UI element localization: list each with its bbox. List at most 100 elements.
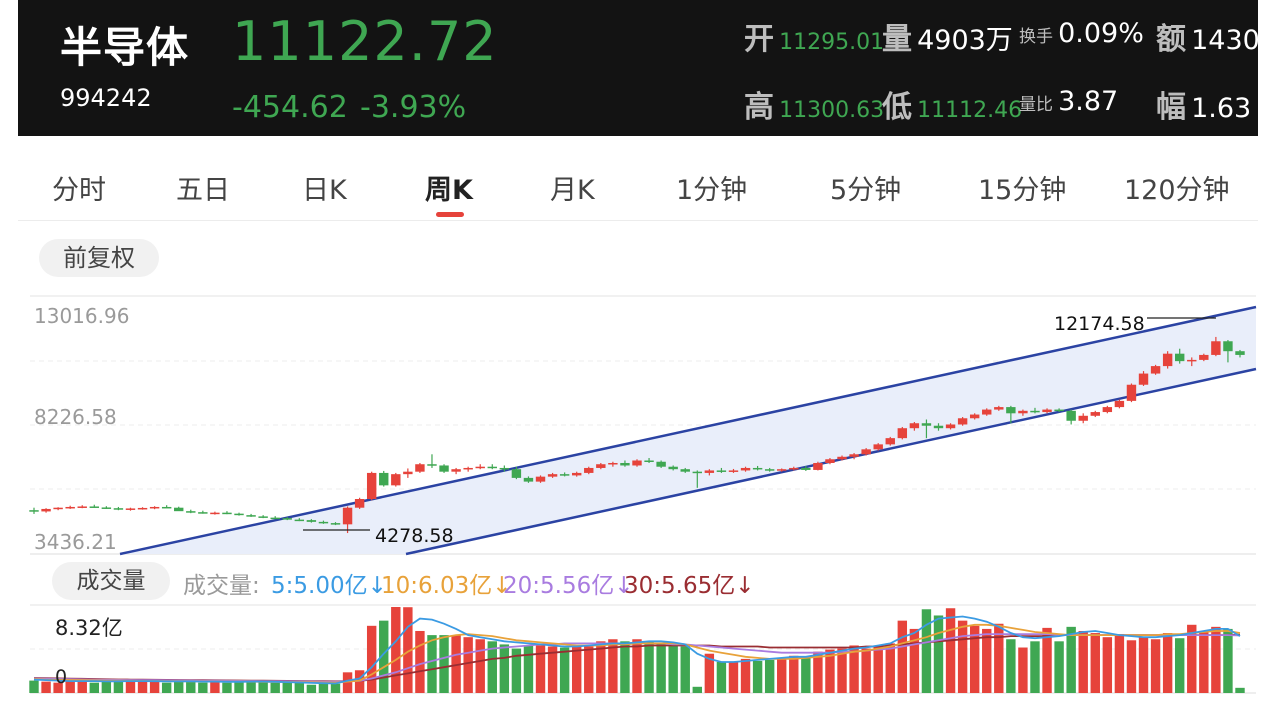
candle (1174, 348, 1185, 364)
y-axis-top-label: 13016.96 (34, 304, 130, 328)
volume-bar (547, 646, 558, 693)
candle-body (596, 464, 606, 468)
stat-volume: 量 4903万 (882, 14, 1013, 58)
candle (849, 453, 859, 460)
volume-indicator-toggle[interactable]: 成交量 (52, 562, 170, 600)
volume-bar (125, 679, 136, 693)
volume-bar (487, 641, 497, 693)
candle (644, 458, 654, 463)
tab-1min[interactable]: 1分钟 (676, 175, 748, 206)
candle (149, 506, 160, 510)
volume-bar (1090, 633, 1100, 693)
candle (101, 506, 112, 509)
candle-body (957, 418, 968, 425)
candle (728, 468, 739, 473)
candle (77, 505, 87, 509)
candle (174, 506, 184, 512)
candle (463, 466, 473, 472)
volume-bar (210, 681, 220, 693)
candle (258, 515, 268, 519)
candle (125, 507, 136, 511)
amplitude-value: 1.63 (1191, 93, 1252, 124)
volume-bar (523, 645, 534, 693)
tab-daily-k[interactable]: 日K (302, 175, 347, 206)
candle (1054, 408, 1064, 413)
candle (294, 518, 305, 522)
vol-ratio-label: 量比 (1019, 95, 1053, 115)
volume-bar (680, 646, 690, 693)
candle-body (559, 474, 570, 476)
candle (764, 467, 775, 472)
candle-body (451, 469, 461, 472)
tab-weekly-k[interactable]: 周K (425, 175, 473, 206)
volume-bar (161, 682, 172, 693)
volume-bar (644, 641, 654, 693)
candle (837, 455, 847, 461)
candle (994, 405, 1004, 411)
candle (909, 421, 920, 431)
candle-body (680, 469, 690, 472)
candle-body (499, 467, 510, 470)
ma5-line (33, 615, 1241, 685)
candle-body (366, 472, 377, 500)
candle (861, 448, 871, 456)
volume-bars (29, 607, 1245, 693)
frame-left (0, 0, 18, 725)
volume-bar (982, 628, 992, 693)
volume-bar (415, 630, 425, 693)
period-tabs: 分时 五日 日K 周K 月K 1分钟 5分钟 15分钟 120分钟 ⌄ (18, 150, 1274, 221)
candle (1042, 408, 1052, 414)
candle-body (704, 470, 715, 473)
candle-body (294, 519, 305, 522)
candle (415, 462, 425, 473)
last-price: 11122.72 (232, 10, 498, 73)
candle-body (571, 472, 582, 476)
tab-intraday[interactable]: 分时 (52, 175, 106, 206)
volume-bar (921, 609, 932, 693)
candle (1114, 399, 1125, 409)
volume-bar (1211, 626, 1221, 693)
volume-value: 4903万 (917, 25, 1013, 56)
candle-body (270, 517, 280, 520)
tab-five-day[interactable]: 五日 (176, 175, 230, 206)
volume-bar (1138, 637, 1149, 693)
volume-bar (1018, 647, 1028, 693)
tab-monthly-k[interactable]: 月K (550, 175, 595, 206)
candle (65, 505, 75, 509)
volume-bar (764, 659, 775, 693)
volume-bar (1187, 624, 1197, 693)
volume-bar (801, 657, 811, 693)
ma5-legend: 5:5.00亿↓ (271, 566, 387, 600)
candle (740, 466, 751, 472)
candle-body (101, 507, 112, 509)
tab-15min[interactable]: 15分钟 (978, 175, 1067, 206)
candle (596, 462, 606, 470)
stat-amplitude: 幅 1.63 (1156, 82, 1251, 126)
candle-body (29, 510, 39, 512)
tab-120min[interactable]: 120分钟 (1124, 175, 1230, 206)
tab-5min[interactable]: 5分钟 (830, 175, 902, 206)
volume-bar (1223, 628, 1233, 693)
candle-body (982, 409, 992, 415)
volume-bar (897, 620, 908, 693)
adjust-toggle[interactable]: 前复权 (39, 239, 159, 277)
candle-body (728, 470, 739, 472)
candle-body (186, 511, 196, 513)
candle-body (1042, 409, 1052, 413)
candle-body (463, 467, 473, 470)
volume-bar (873, 645, 883, 693)
volume-bar (837, 648, 847, 693)
volume-bar (403, 607, 413, 693)
candle (656, 460, 666, 468)
volume-bar (222, 682, 232, 693)
candle-body (1102, 407, 1113, 413)
candle-body (535, 476, 546, 482)
high-value: 11300.63 (779, 98, 885, 123)
candle (1102, 405, 1113, 414)
candle-body (897, 428, 908, 439)
candle (439, 464, 449, 473)
volume-bar (1174, 638, 1185, 693)
candle (29, 507, 39, 514)
price-change-pct: -3.93% (360, 90, 467, 125)
volume-bar (342, 672, 353, 693)
